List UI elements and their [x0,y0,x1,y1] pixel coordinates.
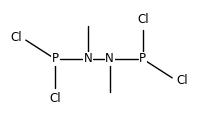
Text: P: P [52,53,59,65]
Text: N: N [105,53,114,65]
Text: Cl: Cl [49,92,61,105]
Text: Cl: Cl [10,31,22,44]
Text: N: N [84,53,93,65]
Text: P: P [139,53,146,65]
Text: Cl: Cl [176,74,188,87]
Text: Cl: Cl [137,13,149,26]
